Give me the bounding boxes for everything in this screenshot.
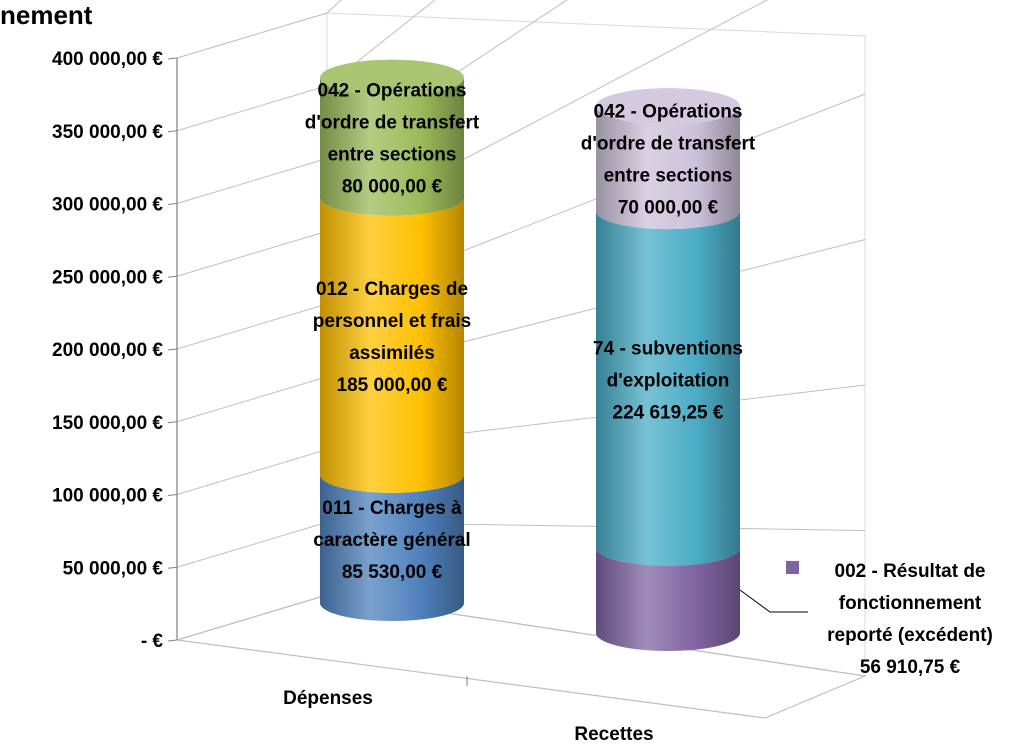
y-tick-label: 250 000,00 € [52, 267, 163, 288]
y-tick [167, 57, 178, 60]
data-label: 011 - Charges à [322, 498, 462, 519]
y-tick-label: - € [141, 631, 164, 652]
y-tick [167, 130, 178, 133]
y-tick-label: 50 000,00 € [63, 558, 164, 579]
floor [176, 594, 868, 719]
legend-label: reporté (excédent) [827, 625, 993, 646]
x-category-label: Recettes [574, 724, 653, 744]
data-label: personnel et frais [313, 311, 471, 332]
bar-segment-0-0 [320, 474, 464, 621]
legend-label: 56 910,75 € [860, 657, 961, 678]
data-label: 012 - Charges de [316, 279, 468, 300]
bar-segment-1-0 [596, 547, 740, 651]
gridline [176, 0, 342, 59]
y-tick [167, 203, 178, 205]
data-label: d'ordre de transfert [305, 113, 480, 134]
data-label: d'exploitation [607, 370, 730, 391]
y-tick [167, 494, 178, 496]
data-label: 70 000,00 € [618, 198, 719, 219]
data-label: 042 - Opérations [318, 81, 467, 102]
data-label: entre sections [604, 166, 733, 187]
leader-line [739, 589, 808, 613]
bar-top-1 [596, 88, 740, 125]
bar-segment-1-2 [596, 106, 740, 230]
data-label: 85 530,00 € [342, 562, 443, 583]
y-tick-label: 350 000,00 € [52, 122, 163, 143]
data-label: assimilés [349, 343, 435, 364]
y-tick [167, 566, 178, 569]
data-label: 74 - subventions [593, 338, 743, 359]
y-tick-label: 100 000,00 € [52, 486, 163, 507]
x-category-label: Dépenses [283, 688, 373, 709]
legend-label: 002 - Résultat de [835, 561, 986, 582]
y-tick [167, 348, 178, 351]
bar-top-0 [320, 59, 464, 96]
y-tick-label: 300 000,00 € [52, 195, 163, 216]
data-label: entre sections [328, 145, 457, 166]
data-label: 224 619,25 € [613, 402, 724, 423]
legend-label: fonctionnement [839, 593, 982, 614]
data-label: 185 000,00 € [337, 375, 448, 396]
y-tick-label: 150 000,00 € [52, 413, 163, 434]
data-label: d'ordre de transfert [581, 134, 756, 155]
bar-segment-1-1 [596, 211, 740, 566]
y-tick [167, 275, 178, 278]
bar-segment-0-2 [320, 77, 464, 216]
data-label: 042 - Opérations [594, 102, 743, 123]
legend-swatch [786, 561, 799, 574]
y-tick-label: 400 000,00 € [52, 49, 163, 70]
bar-segment-0-1 [320, 197, 464, 493]
y-tick [167, 421, 178, 424]
data-label: caractère général [313, 530, 470, 551]
y-tick-label: 200 000,00 € [52, 340, 163, 361]
data-label: 80 000,00 € [342, 177, 443, 198]
y-tick [167, 639, 178, 642]
chart-title: nement [0, 0, 93, 30]
